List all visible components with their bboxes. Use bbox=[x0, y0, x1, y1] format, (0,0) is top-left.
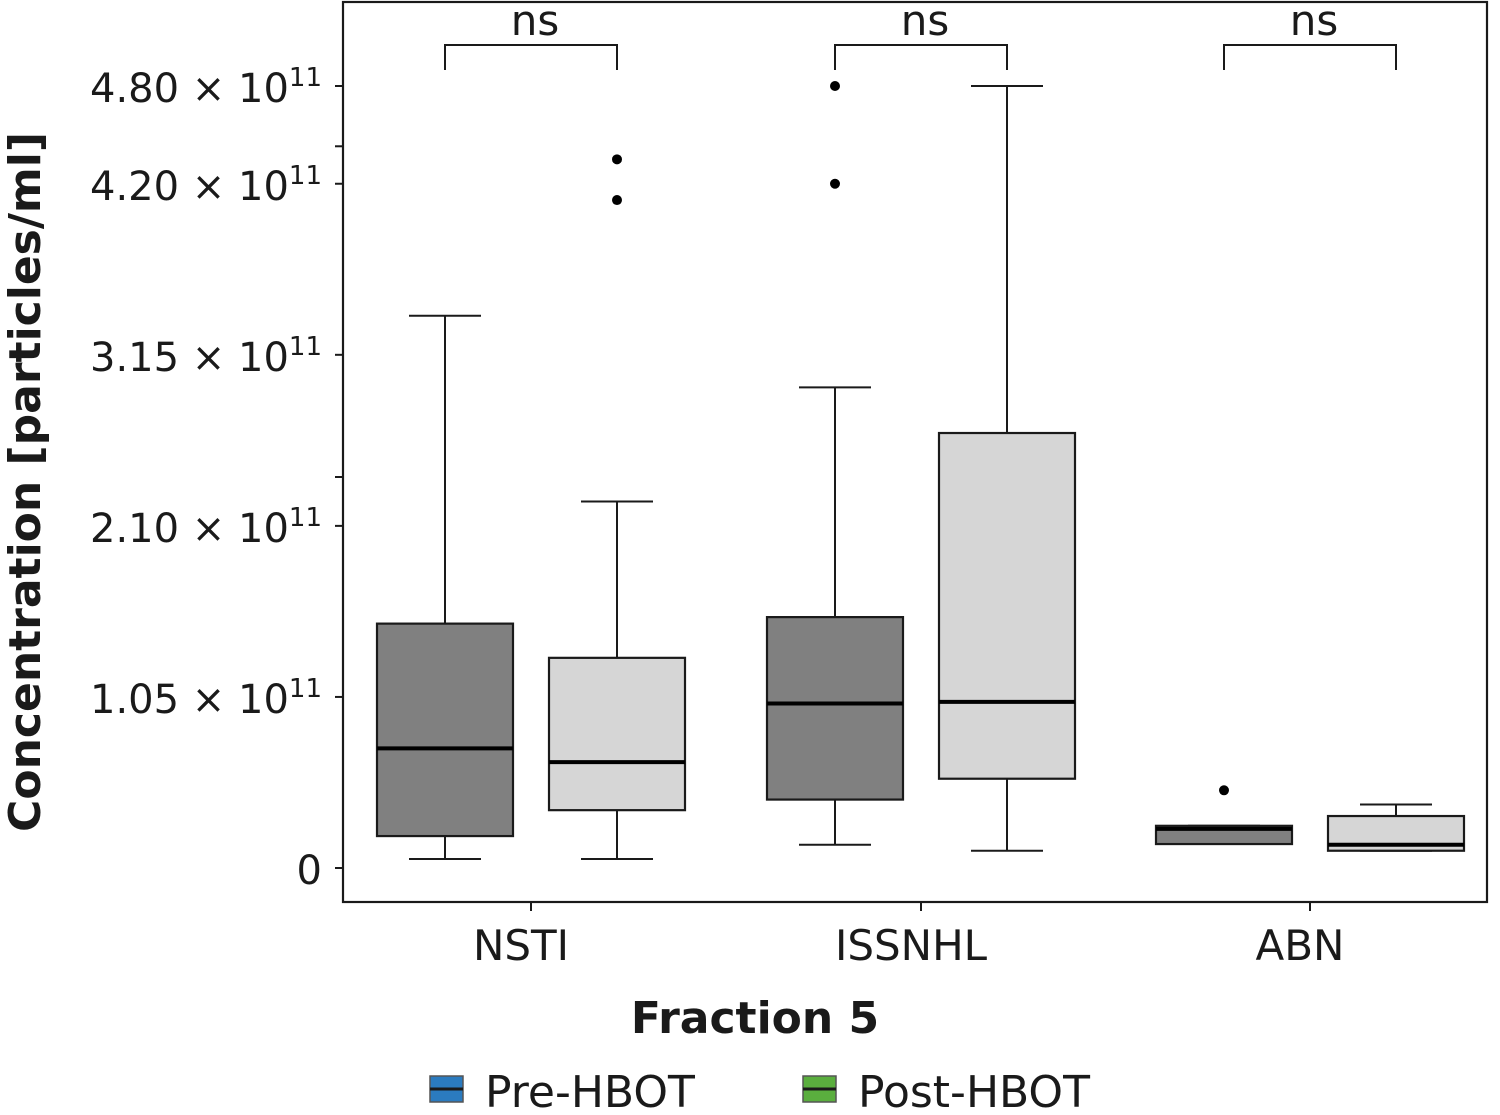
x-tick-label-issnhl: ISSNHL bbox=[835, 921, 988, 970]
significance-label-issnhl: ns bbox=[901, 0, 950, 45]
y-tick-label-3: 3.15 × 1011 bbox=[90, 332, 322, 381]
box-post-hbot-nsti bbox=[547, 656, 687, 812]
significance-bracket-nsti bbox=[444, 44, 618, 70]
y-tick-label-2: 2.10 × 1011 bbox=[90, 503, 322, 552]
significance-label-abn: ns bbox=[1290, 0, 1339, 45]
significance-label-nsti: ns bbox=[511, 0, 560, 45]
y-tick-label-1: 1.05 × 1011 bbox=[90, 674, 322, 723]
plot-panel bbox=[341, 0, 1489, 904]
box-pre-hbot-nsti bbox=[375, 622, 515, 838]
y-tick-label-5: 4.80 × 1011 bbox=[90, 63, 322, 112]
outlier-pre-hbot-issnhl-0 bbox=[830, 178, 840, 189]
outlier-post-hbot-nsti-0 bbox=[612, 195, 622, 206]
y-axis-title: Concentration [particles/ml] bbox=[0, 132, 51, 832]
outlier-post-hbot-nsti-1 bbox=[612, 154, 622, 165]
significance-bracket-issnhl bbox=[834, 44, 1008, 70]
y-tick-label-4: 4.20 × 1011 bbox=[90, 161, 322, 210]
box-post-hbot-issnhl bbox=[937, 431, 1077, 780]
box-pre-hbot-issnhl bbox=[765, 616, 905, 801]
outlier-pre-hbot-abn-0 bbox=[1219, 785, 1229, 796]
x-tick-label-abn: ABN bbox=[1256, 921, 1345, 970]
legend-label-pre-hbot: Pre-HBOT bbox=[485, 1067, 695, 1111]
significance-bracket-abn bbox=[1223, 44, 1397, 70]
legend-label-post-hbot: Post-HBOT bbox=[858, 1067, 1090, 1111]
x-tick-label-nsti: NSTI bbox=[473, 921, 569, 970]
outlier-pre-hbot-issnhl-1 bbox=[830, 81, 840, 91]
y-tick-label-0: 0 bbox=[297, 848, 322, 894]
x-axis-title: Fraction 5 bbox=[631, 993, 879, 1044]
